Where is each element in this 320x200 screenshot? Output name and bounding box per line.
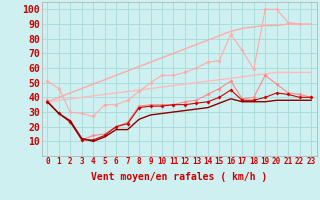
X-axis label: Vent moyen/en rafales ( km/h ): Vent moyen/en rafales ( km/h ) bbox=[91, 172, 267, 182]
